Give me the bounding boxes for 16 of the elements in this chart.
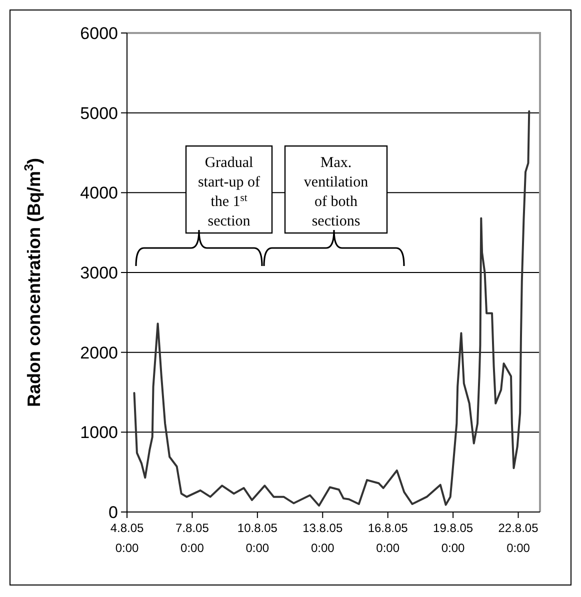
x-tick-label: 13.8.05 0:00 xyxy=(302,521,343,555)
y-tick-label: 1000 xyxy=(80,423,118,442)
y-tick-label: 3000 xyxy=(80,263,118,282)
x-tick-label: 10.8.05 0:00 xyxy=(237,521,278,555)
x-tick-label: 4.8.05 0:00 xyxy=(110,521,144,555)
y-tick-label: 4000 xyxy=(80,184,118,203)
x-tick-label: 7.8.05 0:00 xyxy=(176,521,210,555)
y-tick-label: 6000 xyxy=(80,24,118,43)
y-tick-label: 2000 xyxy=(80,343,118,362)
x-tick-label: 19.8.05 0:00 xyxy=(433,521,474,555)
x-tick-label: 16.8.05 0:00 xyxy=(368,521,408,555)
y-tick-label: 5000 xyxy=(80,104,118,123)
annotation: Gradual start-up of the 1$^{st}$ section xyxy=(198,155,260,230)
y-tick-label: 0 xyxy=(108,502,118,522)
x-tick-label: 22.8.05 0:00 xyxy=(498,521,539,555)
annotation: Max. ventilation of both sections xyxy=(304,155,369,230)
